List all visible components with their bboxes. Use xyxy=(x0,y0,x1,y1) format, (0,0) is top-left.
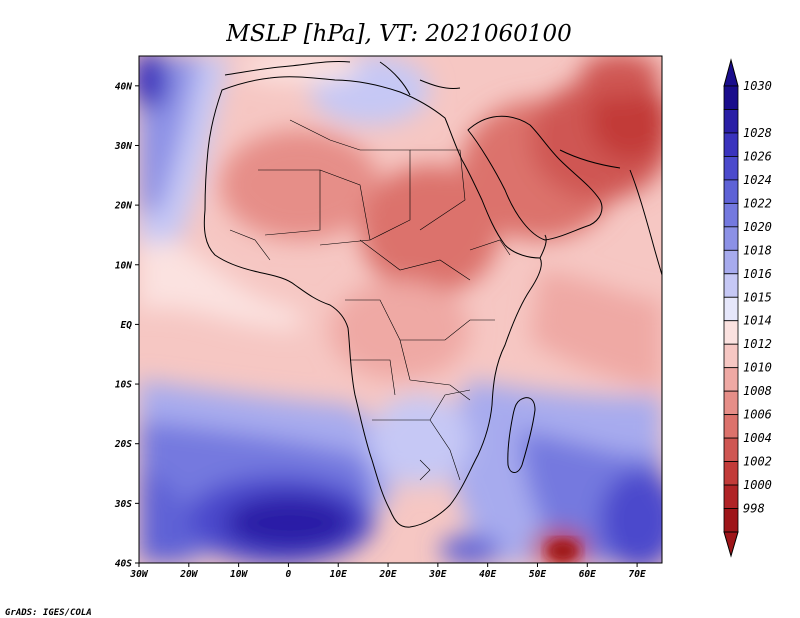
colorbar-label: 1012 xyxy=(743,337,772,351)
colorbar-label: 1018 xyxy=(743,243,772,257)
lon-tick-label: 20W xyxy=(179,569,198,580)
colorbar-swatch xyxy=(723,132,739,157)
colorbar-label: 1000 xyxy=(743,478,772,492)
colorbar-label: 1026 xyxy=(743,149,772,163)
colorbar-label: 1028 xyxy=(743,126,772,140)
colorbar-swatch xyxy=(723,367,739,392)
map-panel: 40N 30N 20N 10N EQ 10S 20S 30S 40S 30W 20W 10W 0 10E… xyxy=(114,55,663,580)
lat-tick-label: 30S xyxy=(114,499,132,510)
colorbar-label: 1022 xyxy=(743,196,772,210)
latitude-axis: 40N 30N 20N 10N EQ 10S 20S 30S 40S xyxy=(114,81,139,570)
country-borders xyxy=(229,119,511,481)
colorbar-swatch xyxy=(723,179,739,204)
colorbar-label: 1014 xyxy=(743,314,772,328)
lat-tick-label: 40S xyxy=(115,559,132,570)
lat-tick-label: 20N xyxy=(114,201,132,212)
lat-tick-label: 10N xyxy=(115,260,132,271)
colorbar-swatch xyxy=(723,85,739,110)
colorbar-top-triangle xyxy=(723,58,739,87)
lon-tick-label: 10W xyxy=(230,569,248,580)
lon-tick-label: 60E xyxy=(579,569,596,580)
colorbar-label: 1030 xyxy=(743,79,772,93)
colorbar-label: 1006 xyxy=(743,408,772,422)
colorbar-swatch xyxy=(723,320,739,345)
map-frame xyxy=(138,55,663,564)
lon-tick-label: 30W xyxy=(129,569,148,580)
lat-tick-label: EQ xyxy=(121,320,133,331)
lon-tick-label: 50E xyxy=(529,569,546,580)
lat-tick-label: 40N xyxy=(115,81,132,92)
colorbar-swatch xyxy=(723,296,739,322)
lon-tick-label: 10E xyxy=(330,569,347,580)
lon-tick-label: 20E xyxy=(378,569,396,580)
colorbar-label: 1002 xyxy=(743,455,772,469)
colorbar-swatch xyxy=(723,390,739,416)
colorbar-swatch xyxy=(723,461,739,486)
colorbar-bottom-triangle xyxy=(723,531,739,558)
credit-text: GrADS: IGES/COLA xyxy=(5,608,92,618)
lat-tick-label: 10S xyxy=(115,380,132,391)
coastlines xyxy=(203,61,662,528)
colorbar-label: 1016 xyxy=(743,267,772,281)
colorbar-label: 1024 xyxy=(743,173,772,187)
colorbar-swatch xyxy=(723,249,739,275)
longitude-axis: 30W 20W 10W 0 10E 20E 30E 40E 50E 60E 70E xyxy=(129,563,646,580)
colorbar-label: 1004 xyxy=(743,431,772,445)
pressure-field xyxy=(139,56,662,563)
colorbar-swatch xyxy=(723,343,739,369)
lon-tick-label: 70E xyxy=(629,569,646,580)
colorbar-swatch xyxy=(723,273,739,298)
colorbar-swatch xyxy=(723,437,739,462)
lat-tick-label: 20S xyxy=(114,439,132,450)
colorbar-swatch xyxy=(723,156,739,181)
colorbar-swatch xyxy=(723,484,739,509)
colorbar-label: 1015 xyxy=(743,290,772,304)
lat-tick-label: 30N xyxy=(114,141,132,152)
lon-tick-label: 40E xyxy=(479,569,496,580)
lon-tick-label: 0 xyxy=(286,569,292,580)
colorbar-label: 998 xyxy=(743,502,765,516)
colorbar-label: 1010 xyxy=(743,361,772,375)
colorbar: 1030 1028 1026 1024 1022 1020 1018 1016 1015 1014… xyxy=(723,58,772,558)
map-title: MSLP [hPa], VT: 2021060100 xyxy=(225,21,571,47)
colorbar-label: 1020 xyxy=(743,220,772,234)
lon-tick-label: 30E xyxy=(428,569,446,580)
colorbar-label: 1008 xyxy=(743,384,772,398)
colorbar-swatch xyxy=(723,508,739,533)
colorbar-swatch xyxy=(723,202,739,228)
colorbar-swatch xyxy=(723,109,739,134)
colorbar-swatch xyxy=(723,414,739,439)
colorbar-swatch xyxy=(723,226,739,251)
